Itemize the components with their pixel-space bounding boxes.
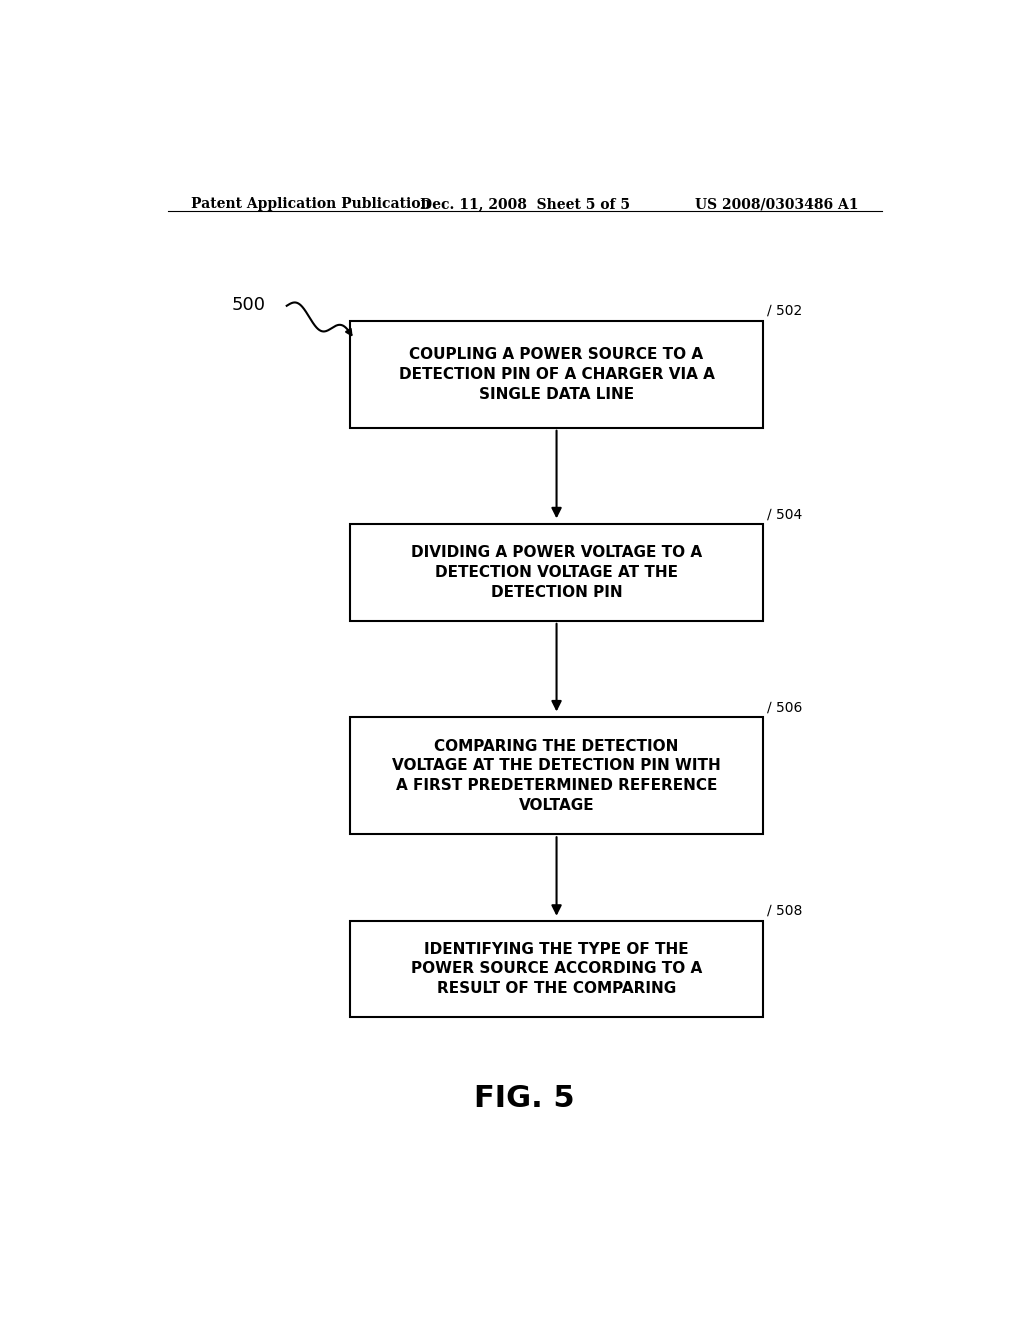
Text: ∕ 508: ∕ 508	[767, 904, 802, 917]
Text: ∕ 506: ∕ 506	[767, 701, 802, 714]
Bar	[350, 524, 763, 620]
Text: 500: 500	[231, 296, 265, 314]
Text: ∕ 502: ∕ 502	[767, 304, 802, 318]
Text: US 2008/0303486 A1: US 2008/0303486 A1	[694, 197, 858, 211]
Bar	[350, 718, 763, 834]
Text: COUPLING A POWER SOURCE TO A
DETECTION PIN OF A CHARGER VIA A
SINGLE DATA LINE: COUPLING A POWER SOURCE TO A DETECTION P…	[398, 347, 715, 401]
Text: IDENTIFYING THE TYPE OF THE
POWER SOURCE ACCORDING TO A
RESULT OF THE COMPARING: IDENTIFYING THE TYPE OF THE POWER SOURCE…	[411, 941, 702, 997]
Text: COMPARING THE DETECTION
VOLTAGE AT THE DETECTION PIN WITH
A FIRST PREDETERMINED : COMPARING THE DETECTION VOLTAGE AT THE D…	[392, 739, 721, 813]
Text: ∕ 504: ∕ 504	[767, 507, 802, 521]
Text: FIG. 5: FIG. 5	[474, 1084, 575, 1113]
Bar	[350, 321, 763, 428]
Bar	[350, 921, 763, 1018]
Text: DIVIDING A POWER VOLTAGE TO A
DETECTION VOLTAGE AT THE
DETECTION PIN: DIVIDING A POWER VOLTAGE TO A DETECTION …	[411, 545, 702, 599]
Text: Dec. 11, 2008  Sheet 5 of 5: Dec. 11, 2008 Sheet 5 of 5	[420, 197, 630, 211]
Text: Patent Application Publication: Patent Application Publication	[191, 197, 431, 211]
